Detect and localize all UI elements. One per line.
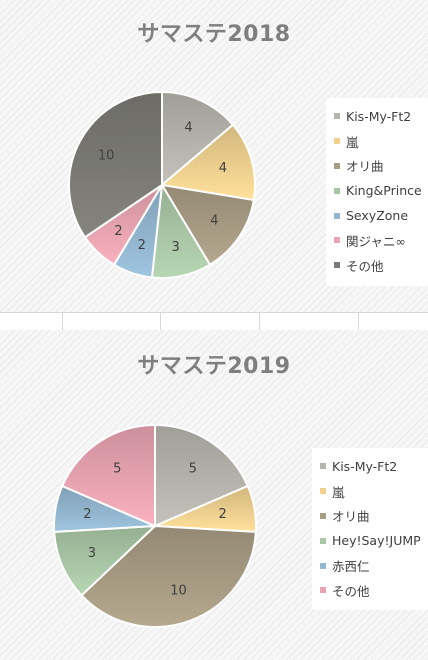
chart-2018-panel: サマステ2018 4 4 4 3 2 2 10 Kis-My-Ft2 嵐オリ曲 King&Pri… — [0, 0, 428, 312]
legend-item: Kis-My-Ft2 — [320, 454, 422, 479]
chart-title-2018: サマステ2018 — [137, 22, 291, 47]
legend-label: Kis-My-Ft2 — [332, 458, 398, 474]
legend-label: Kis-My-Ft2 — [346, 108, 412, 124]
legend-label: その他 — [346, 258, 384, 274]
chart-title-2019: サマステ2019 — [137, 354, 291, 379]
data-label: 2 — [114, 224, 122, 239]
legend-label: その他 — [332, 583, 370, 599]
data-label: 3 — [171, 240, 179, 255]
gridline — [259, 313, 260, 331]
legend-swatch — [320, 537, 326, 544]
legend-swatch — [334, 212, 340, 219]
legend-swatch — [334, 138, 340, 145]
legend-item: King&Prince — [334, 178, 428, 203]
legend-swatch — [334, 262, 340, 269]
legend-swatch — [334, 187, 340, 194]
gridline — [62, 313, 63, 331]
legend-2018: Kis-My-Ft2 嵐オリ曲 King&Prince SexyZone 関ジャニ∞ その… — [326, 98, 428, 286]
legend-item: 関ジャニ∞ — [334, 228, 428, 253]
pie-slice — [161, 90, 235, 188]
legend-label: King&Prince — [346, 183, 422, 199]
pie-slice — [68, 90, 163, 239]
chart-2019-panel: サマステ2019 5 2 10 3 2 5 Kis-My-Ft2 嵐オリ曲 Hey!Say!J… — [0, 330, 428, 660]
legend-item: Kis-My-Ft2 — [334, 104, 428, 129]
gridline — [358, 313, 359, 331]
legend-2019: Kis-My-Ft2 嵐オリ曲 Hey!Say!JUMP 赤西仁その他 — [312, 448, 428, 610]
legend-swatch — [334, 162, 340, 169]
pie-chart-2019: 5 2 10 3 2 5 — [53, 423, 257, 628]
legend-label: オリ曲 — [346, 159, 384, 175]
legend-swatch — [334, 237, 340, 244]
data-label: 5 — [113, 462, 121, 477]
legend-item: 赤西仁 — [320, 553, 422, 578]
legend-label: Hey!Say!JUMP — [332, 533, 421, 549]
legend-label: 関ジャニ∞ — [346, 233, 406, 249]
legend-item: オリ曲 — [334, 154, 428, 179]
data-label: 3 — [88, 546, 96, 561]
data-label: 2 — [218, 507, 226, 522]
pie-slice — [60, 423, 156, 528]
legend-item: 嵐 — [334, 129, 428, 154]
data-label: 2 — [83, 507, 91, 522]
data-label: 4 — [184, 121, 192, 136]
legend-label: 嵐 — [346, 134, 359, 150]
pie-slice — [154, 423, 250, 528]
gridline — [160, 313, 161, 331]
pie-slice — [53, 524, 158, 597]
legend-swatch — [320, 488, 326, 495]
data-label: 2 — [138, 238, 146, 253]
pie-slice — [160, 183, 255, 267]
legend-item: オリ曲 — [320, 504, 422, 529]
legend-label: 赤西仁 — [332, 559, 370, 575]
data-label: 4 — [210, 213, 218, 228]
data-label: 10 — [98, 148, 115, 163]
pie-slice — [80, 524, 257, 628]
legend-label: SexyZone — [346, 208, 409, 224]
data-label: 5 — [189, 462, 197, 477]
legend-item: 嵐 — [320, 479, 422, 504]
legend-swatch — [320, 562, 326, 569]
legend-swatch — [334, 113, 340, 120]
legend-item: その他 — [334, 253, 428, 278]
sheet-gridline-strip — [0, 312, 428, 332]
legend-item: Hey!Say!JUMP — [320, 528, 422, 553]
pie-slice — [159, 123, 256, 202]
legend-item: SexyZone — [334, 203, 428, 228]
data-label: 10 — [170, 584, 187, 599]
data-label: 4 — [219, 161, 227, 176]
legend-item: その他 — [320, 578, 422, 603]
pie-chart-2018: 4 4 4 3 2 2 10 — [68, 90, 256, 279]
legend-swatch — [320, 512, 326, 519]
legend-label: 嵐 — [332, 484, 345, 500]
legend-label: オリ曲 — [332, 509, 370, 525]
legend-swatch — [320, 587, 326, 594]
legend-swatch — [320, 463, 326, 470]
